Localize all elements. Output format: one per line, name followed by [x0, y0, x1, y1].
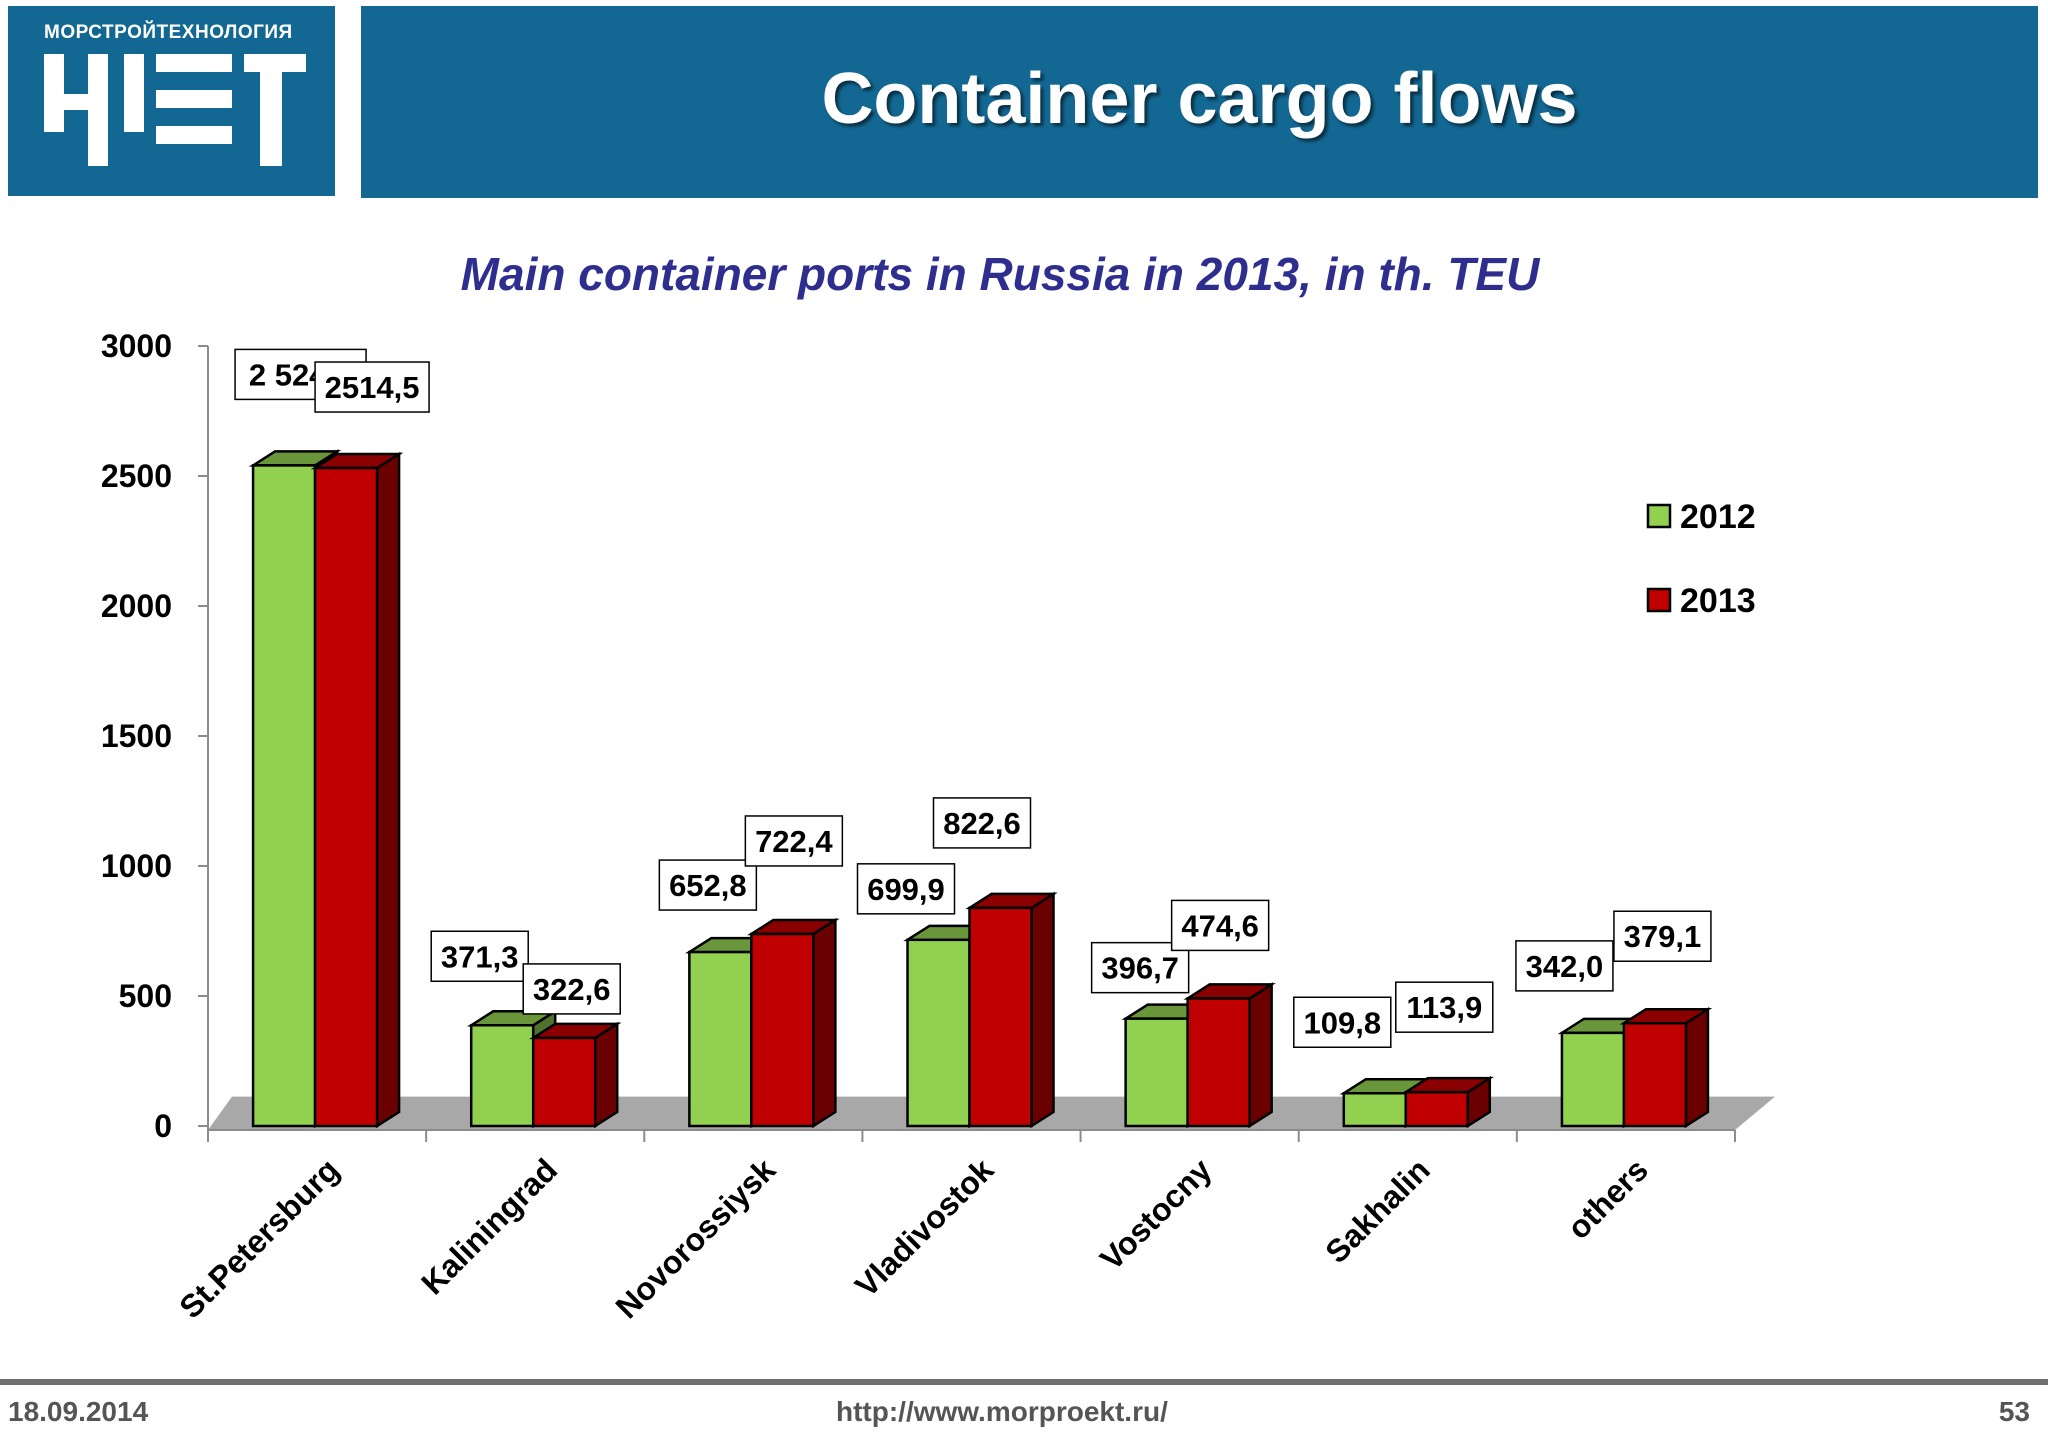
- logo-mark-icon: [44, 54, 306, 166]
- footer-date: 18.09.2014: [8, 1396, 149, 1427]
- bar-Vostocny-2013: [1186, 997, 1251, 1128]
- data-label: 652,8: [669, 868, 747, 903]
- data-label-box: [314, 361, 430, 413]
- x-tick-label: Kaliningrad: [414, 1151, 564, 1301]
- x-tick-label: others: [1560, 1151, 1655, 1246]
- data-label: 109,8: [1303, 1005, 1381, 1040]
- data-label: 699,9: [867, 872, 945, 907]
- footer-page-number: 53: [1998, 1396, 2030, 1427]
- data-label-box: [932, 797, 1032, 849]
- bar-side-Kaliningrad-2013: [593, 1021, 619, 1129]
- data-label-box: [744, 815, 844, 867]
- data-label: 474,6: [1181, 908, 1259, 943]
- y-tick-label: 1000: [101, 848, 172, 884]
- bar-Novorossiysk-2013: [750, 932, 815, 1128]
- legend-label-2012: 2012: [1680, 498, 1756, 536]
- bar-Vladivostok-2013: [968, 906, 1033, 1128]
- data-label-box: [856, 863, 956, 915]
- footer-url[interactable]: http://www.morproekt.ru/: [836, 1396, 1168, 1427]
- data-label-box: [1395, 981, 1494, 1033]
- bar-Sakhalin-2013: [1404, 1090, 1470, 1128]
- bar-side-St.Petersburg-2013: [375, 451, 401, 1129]
- page-title: Container cargo flows: [821, 59, 1578, 139]
- company-logo: МОРСТРОЙТЕХНОЛОГИЯ: [8, 6, 335, 196]
- bar-chart: Main container ports in Russia in 2013, …: [101, 248, 1775, 1325]
- y-tick-label: 3000: [101, 328, 172, 364]
- legend-label-2013: 2013: [1680, 582, 1756, 620]
- bar-Vostocny-2012: [1124, 1017, 1189, 1128]
- data-label-box: [1293, 996, 1392, 1049]
- data-label: 113,9: [1406, 990, 1482, 1025]
- data-label-box: [658, 859, 758, 911]
- data-label: 322,6: [533, 972, 611, 1007]
- y-tick-label: 2500: [101, 458, 172, 494]
- bar-Kaliningrad-2013: [531, 1036, 597, 1128]
- data-label-box: [1515, 940, 1614, 992]
- chart-title: Main container ports in Russia in 2013, …: [461, 248, 1541, 300]
- y-tick-label: 2000: [101, 588, 172, 624]
- data-label: 822,6: [943, 806, 1021, 841]
- bar-side-Vladivostok-2013: [1030, 891, 1055, 1129]
- data-label: 379,1: [1624, 919, 1702, 954]
- bar-Sakhalin-2012: [1342, 1092, 1408, 1128]
- y-tick-label: 0: [154, 1108, 172, 1144]
- data-label: 722,4: [755, 824, 833, 859]
- x-tick-label: Vostocny: [1093, 1151, 1219, 1277]
- logo-caption: МОРСТРОЙТЕХНОЛОГИЯ: [44, 22, 293, 43]
- bar-side-Vostocny-2013: [1248, 982, 1273, 1129]
- bar-side-Novorossiysk-2013: [812, 917, 837, 1129]
- bar-others-2013: [1622, 1021, 1688, 1128]
- data-label-box: [1170, 899, 1270, 952]
- bar-others-2012: [1560, 1031, 1626, 1128]
- data-label-box: [1613, 910, 1712, 962]
- header-bar: Container cargo flows: [361, 6, 2038, 198]
- y-tick-label: 1500: [101, 718, 172, 754]
- x-tick-label: St.Petersburg: [172, 1151, 346, 1325]
- data-label: 371,3: [441, 939, 519, 974]
- legend-swatch-2013: [1646, 587, 1672, 613]
- legend-swatch-2012: [1646, 503, 1672, 529]
- footer-divider: [0, 1379, 2048, 1385]
- bar-Vladivostok-2012: [906, 938, 971, 1128]
- data-label: 342,0: [1526, 949, 1604, 984]
- data-label: 2514,5: [325, 370, 420, 405]
- y-tick-label: 500: [119, 978, 172, 1014]
- bar-Kaliningrad-2012: [469, 1024, 535, 1128]
- x-tick-label: Vladivostok: [848, 1151, 1001, 1304]
- data-label: 396,7: [1101, 951, 1179, 986]
- bar-side-others-2013: [1684, 1006, 1710, 1129]
- bar-Novorossiysk-2012: [688, 950, 753, 1128]
- x-tick-label: Novorossiysk: [608, 1151, 782, 1325]
- bar-St.Petersburg-2013: [313, 466, 379, 1128]
- x-tick-label: Sakhalin: [1318, 1151, 1437, 1270]
- data-label-box: [522, 963, 621, 1015]
- bar-St.Petersburg-2012: [251, 464, 317, 1128]
- data-label-box: [430, 930, 529, 983]
